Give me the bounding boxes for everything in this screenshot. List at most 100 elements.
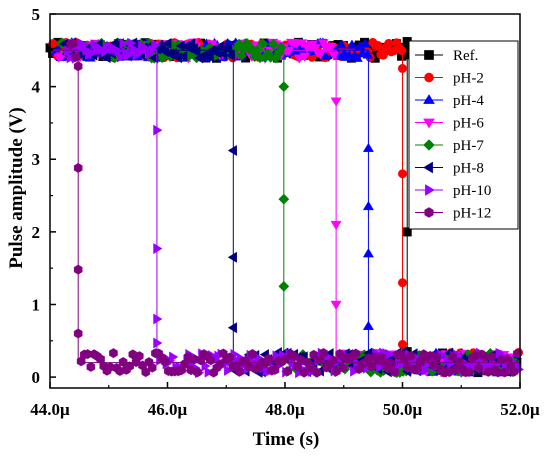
data-point [464, 367, 474, 377]
data-point [225, 352, 235, 363]
data-point [306, 362, 315, 373]
data-point [278, 81, 290, 93]
data-point [290, 351, 299, 362]
data-point [224, 364, 234, 376]
legend-label: pH-4 [453, 93, 484, 109]
data-point [186, 365, 196, 376]
data-point [315, 50, 327, 60]
data-point [378, 50, 388, 60]
data-point [235, 366, 244, 377]
data-point [312, 367, 322, 378]
data-point [448, 351, 458, 362]
data-point [325, 43, 337, 53]
data-point [223, 43, 233, 55]
data-point [351, 52, 363, 62]
data-point [149, 52, 159, 64]
data-point [236, 50, 247, 62]
data-point [367, 361, 377, 372]
data-point [359, 38, 371, 48]
legend-box [408, 40, 519, 230]
legend-label: pH-8 [453, 161, 484, 177]
data-point [160, 356, 170, 367]
y-tick-label: 2 [32, 223, 41, 242]
data-point [244, 361, 254, 372]
data-point [309, 349, 319, 360]
data-point [398, 278, 408, 288]
legend-item: pH-10 [415, 183, 491, 199]
data-point [227, 322, 237, 334]
data-point [169, 351, 179, 363]
data-point [509, 366, 519, 377]
data-point [191, 46, 201, 58]
data-point [162, 37, 172, 49]
data-point [275, 42, 287, 53]
data-point [178, 50, 188, 62]
data-point [350, 365, 360, 377]
legend-label: pH-2 [453, 71, 484, 87]
data-point [270, 364, 280, 375]
legend-marker [423, 139, 435, 151]
data-point [73, 162, 83, 173]
data-point [320, 50, 332, 60]
data-point [385, 348, 395, 360]
legend: Ref. pH-2 pH-4 pH-6 pH-7 pH-8 pH-10 pH-12 [408, 40, 519, 230]
data-point [227, 145, 237, 157]
data-point [63, 45, 74, 57]
data-point [153, 337, 163, 349]
data-point [296, 354, 306, 365]
data-point [248, 349, 257, 359]
data-point [487, 351, 496, 362]
legend-marker [424, 72, 434, 83]
legend-label: pH-6 [453, 116, 484, 132]
data-point [330, 220, 342, 231]
data-point [109, 348, 118, 359]
data-point [328, 51, 340, 61]
x-tick-label: 52.0μ [500, 400, 540, 419]
plot-area [45, 37, 525, 379]
data-point [335, 348, 344, 359]
data-point [86, 361, 96, 372]
data-point [398, 63, 408, 73]
legend-marker [424, 207, 434, 218]
data-point [429, 359, 438, 370]
legend-label: Ref. [453, 48, 478, 64]
legend-marker [424, 50, 434, 60]
data-point [153, 313, 163, 325]
legend-marker [423, 161, 433, 174]
y-tick-label: 4 [32, 78, 41, 97]
data-point [362, 248, 374, 258]
data-point [283, 366, 293, 377]
data-point [66, 52, 76, 64]
data-point [71, 52, 81, 63]
data-point [328, 355, 338, 366]
data-point [193, 367, 202, 378]
data-point [227, 251, 237, 263]
data-point [398, 339, 408, 349]
data-point [180, 359, 189, 370]
data-point [432, 351, 441, 362]
data-point [278, 193, 290, 205]
data-point [135, 351, 144, 362]
data-point [119, 38, 129, 50]
data-point [500, 367, 509, 378]
legend-label: pH-10 [453, 183, 491, 199]
data-point [309, 44, 321, 54]
data-point [73, 264, 83, 275]
data-point [206, 355, 215, 366]
data-point [68, 38, 78, 49]
data-point [362, 200, 374, 211]
data-point [338, 362, 348, 373]
data-point [153, 124, 163, 136]
legend-item: pH-8 [415, 161, 484, 177]
y-tick-label: 0 [32, 368, 41, 387]
data-point [116, 51, 127, 63]
data-point [204, 366, 214, 378]
data-point [257, 38, 269, 50]
y-tick-label: 5 [32, 5, 41, 24]
x-tick-label: 46.0μ [148, 400, 188, 419]
data-point [330, 97, 342, 107]
series-ph-12 [50, 38, 522, 378]
data-point [101, 52, 111, 64]
data-point [264, 353, 273, 364]
